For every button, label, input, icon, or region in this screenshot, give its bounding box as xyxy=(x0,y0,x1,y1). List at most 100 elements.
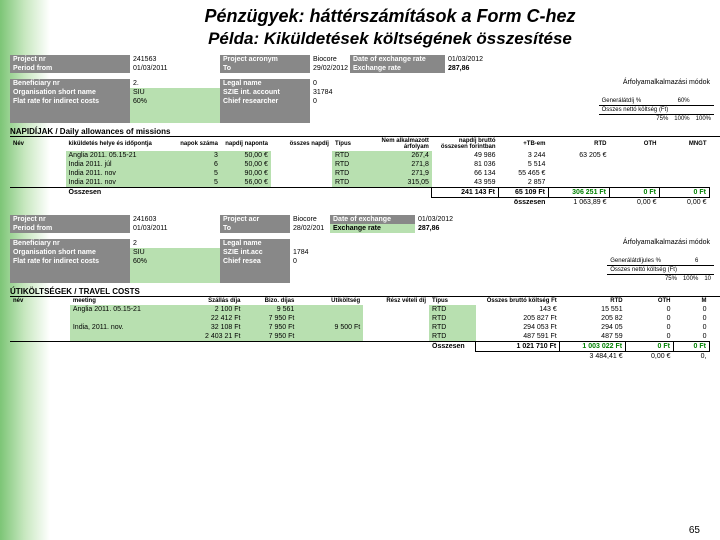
b2-col-tipus: Típus xyxy=(429,297,476,305)
arfo-h-c: 100% xyxy=(671,115,692,124)
page-subtitle: Példa: Kiküldetések költségének összesít… xyxy=(0,29,720,55)
b2-chief-l: Chief resea xyxy=(220,257,290,283)
col-osszn: összes napdíj xyxy=(271,137,332,151)
table-row: India 2011. nov556,00 €RTD315,0543 9592 … xyxy=(10,178,710,188)
sum2-lbl: összesen xyxy=(499,198,549,208)
b2-sum-v4: 0 Ft xyxy=(673,342,709,352)
lbl-exdate: Date of exchange rate xyxy=(350,55,445,64)
b2-sum-lbl: Összesen xyxy=(429,342,476,352)
sum2-v3: 0,00 € xyxy=(659,198,709,208)
col-napd: napdíj naponta xyxy=(221,137,271,151)
b2-szie-l: SZIE int.acc xyxy=(220,248,290,257)
lbl-exrate: Exchange rate xyxy=(350,64,445,73)
sum-lbl: Összesen xyxy=(66,188,166,198)
b2-col-m: M xyxy=(673,297,709,305)
page-title: Pénzügyek: háttérszámítások a Form C-hez xyxy=(0,0,720,29)
val-exdate: 01/03/2012 xyxy=(445,55,486,64)
col-rtd: RTD xyxy=(548,137,609,151)
lbl-chief: Chief researcher xyxy=(220,97,310,123)
b2-to-v: 28/02/201 xyxy=(290,224,330,233)
col-brutto: napdíj bruttó összesen forintban xyxy=(432,137,499,151)
block2: Project nr 241603 Project acr Biocore Da… xyxy=(10,215,720,361)
lbl-period: Period from xyxy=(10,64,130,73)
table-napidijak: Név kiküldetés helye és időpontja napok … xyxy=(10,137,710,207)
lbl-projnr: Project nr xyxy=(10,55,130,64)
val-projnr: 241563 xyxy=(130,55,220,64)
lbl-flat: Flat rate for indirect costs xyxy=(10,97,130,123)
b2-sum2-v3: 0, xyxy=(673,352,709,362)
table-row: 2 403 21 Ft7 950 FtRTD487 591 Ft487 5900 xyxy=(10,332,710,342)
arfo-title: Árfolyamalkalmazási módok xyxy=(623,79,710,88)
table-row: India, 2011. nov.32 108 Ft7 950 Ft9 500 … xyxy=(10,323,710,332)
table-row: 22 412 Ft7 950 FtRTD205 827 Ft205 8200 xyxy=(10,314,710,323)
sum2-v1: 1 063,89 € xyxy=(548,198,609,208)
sum-v2: 65 109 Ft xyxy=(499,188,549,198)
b2-col-resz: Rész vételi díj xyxy=(363,297,429,305)
lbl-acr: Project acronym xyxy=(220,55,310,64)
arfo-gen-v: 60% xyxy=(671,97,692,106)
sum-v4: 0 Ft xyxy=(610,188,660,198)
b2-flat-l: Flat rate for indirect costs xyxy=(10,257,130,283)
val-to: 29/02/2012 xyxy=(310,64,350,73)
page-number: 65 xyxy=(689,525,700,536)
sum-v5: 0 Ft xyxy=(659,188,709,198)
block1: Project nr 241563 Project acronym Biocor… xyxy=(10,55,720,207)
arfo-h-b: 75% xyxy=(599,115,672,124)
b2-col-meet: meeting xyxy=(70,297,178,305)
table-travel: név meeting Szállás díja Bizo. díjas Úti… xyxy=(10,297,710,361)
b2-szie-v: 1784 xyxy=(290,248,350,257)
b2-legal-v xyxy=(290,239,350,248)
b2-sum-v1: 1 021 710 Ft xyxy=(476,342,560,352)
lbl-legal: Legal name xyxy=(220,79,310,88)
b2-acr-l: Project acr xyxy=(220,215,290,224)
col-tipus: Típus xyxy=(332,137,371,151)
b2-sum-v3: 0 Ft xyxy=(626,342,674,352)
b2-ben-l: Beneficiary nr xyxy=(10,239,130,248)
val-szie: 31784 xyxy=(310,88,370,97)
b2-sum2-v2: 0,00 € xyxy=(626,352,674,362)
b2-acr-v: Biocore xyxy=(290,215,330,224)
b2-col-oth: OTH xyxy=(626,297,674,305)
col-kik: kiküldetés helye és időpontja xyxy=(66,137,166,151)
b2-arfo-h-c: 100% xyxy=(680,275,701,284)
val-legal: 0 xyxy=(310,79,370,88)
section-travel: ÚTIKÖLTSÉGEK / TRAVEL COSTS xyxy=(10,287,720,297)
b2-flat-v: 60% xyxy=(130,257,220,283)
val-period: 01/03/2011 xyxy=(130,64,220,73)
val-org: SIU xyxy=(130,88,220,97)
arfo-h-a: Összes nettó költség (Ft) xyxy=(599,106,672,115)
lbl-to: To xyxy=(220,64,310,73)
val-acr: Biocore xyxy=(310,55,350,64)
val-chief: 0 xyxy=(310,97,370,123)
lbl-org: Organisation short name xyxy=(10,88,130,97)
b2-period-l: Period from xyxy=(10,224,130,233)
b2-col-utik: Útiköltség xyxy=(297,297,363,305)
table-row: India 2011. nov590,00 €RTD271,966 13455 … xyxy=(10,169,710,178)
sum-v3: 306 251 Ft xyxy=(548,188,609,198)
table-row: Anglia 2011. 05.15-21350,00 €RTD267,449 … xyxy=(10,151,710,160)
arfo-gen: Generálátdíj % xyxy=(599,97,672,106)
b2-legal-l: Legal name xyxy=(220,239,290,248)
b2-period-v: 01/03/2011 xyxy=(130,224,220,233)
val-flat: 60% xyxy=(130,97,220,123)
b2-arfo-h-a: Összes nettó költség (Ft) xyxy=(607,266,680,275)
section-napidijak: NAPIDÍJAK / Daily allowances of missions xyxy=(10,127,720,137)
b2-col-bizo: Bizo. díjas xyxy=(243,297,297,305)
b2-projnr-l: Project nr xyxy=(10,215,130,224)
col-nev: Név xyxy=(10,137,66,151)
arfo-h-d: 100% xyxy=(693,115,714,124)
b2-to-l: To xyxy=(220,224,290,233)
b2-arfo-h-d: 10 xyxy=(701,275,714,284)
table-row: India 2011. júl650,00 €RTD271,881 0365 5… xyxy=(10,160,710,169)
b2-col-nev: név xyxy=(10,297,70,305)
b2-col-szall: Szállás díja xyxy=(178,297,244,305)
b2-arfo-gen-v: 6 xyxy=(680,257,701,266)
table-row: Anglia 2011. 05.15-212 100 Ft9 561RTD143… xyxy=(10,305,710,314)
val-ben: 2. xyxy=(130,79,220,88)
b2-org-l: Organisation short name xyxy=(10,248,130,257)
b2-arfo-h-b: 75% xyxy=(607,275,680,284)
b2-ben-v: 2 xyxy=(130,239,220,248)
b2-sum-v2: 1 003 022 Ft xyxy=(560,342,626,352)
val-exrate: 287,86 xyxy=(445,64,472,73)
sum-v1: 241 143 Ft xyxy=(432,188,499,198)
